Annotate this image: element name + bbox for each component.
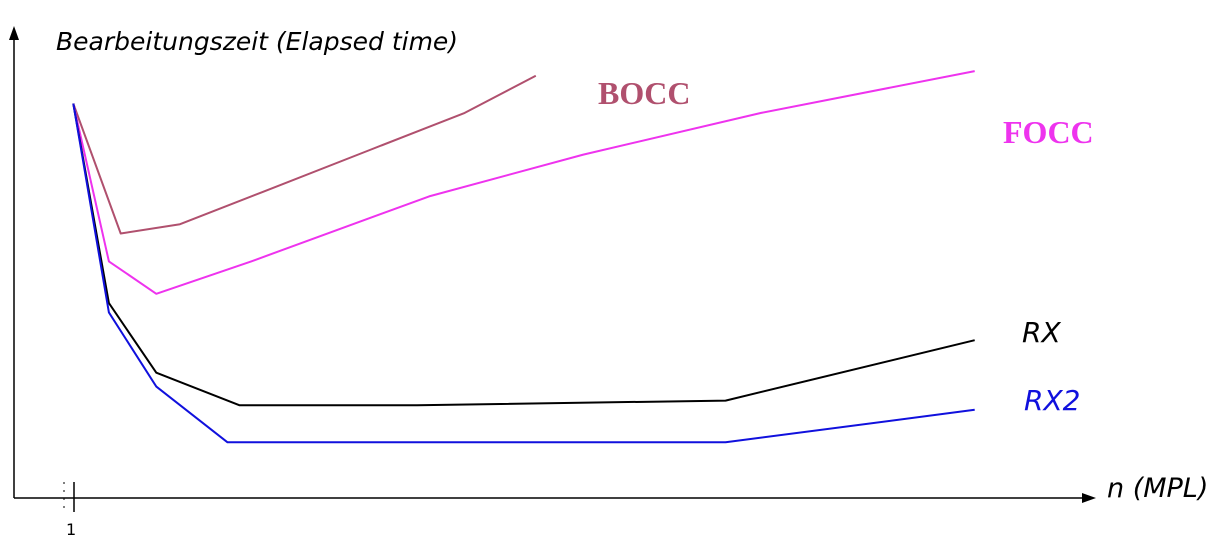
series-group <box>72 70 975 444</box>
series-label-bocc: BOCC <box>598 75 690 111</box>
series-labels: BOCC FOCC RX RX2 <box>598 75 1094 417</box>
series-label-focc: FOCC <box>1003 114 1094 150</box>
axes: 1 <box>9 26 1096 537</box>
y-axis-label: Bearbeitungszeit (Elapsed time) <box>56 27 458 56</box>
x-axis-arrowhead <box>1082 493 1096 503</box>
y-axis-arrowhead <box>9 26 19 40</box>
x-tick-label-1: 1 <box>66 520 76 537</box>
series-line-rx <box>72 103 975 407</box>
series-label-rx: RX <box>1022 316 1061 349</box>
series-line-focc <box>72 70 975 295</box>
series-label-rx2: RX2 <box>1024 384 1080 417</box>
series-line-bocc <box>72 74 537 235</box>
x-axis-label: n (MPL) <box>1107 473 1208 504</box>
series-line-rx2 <box>72 103 975 444</box>
